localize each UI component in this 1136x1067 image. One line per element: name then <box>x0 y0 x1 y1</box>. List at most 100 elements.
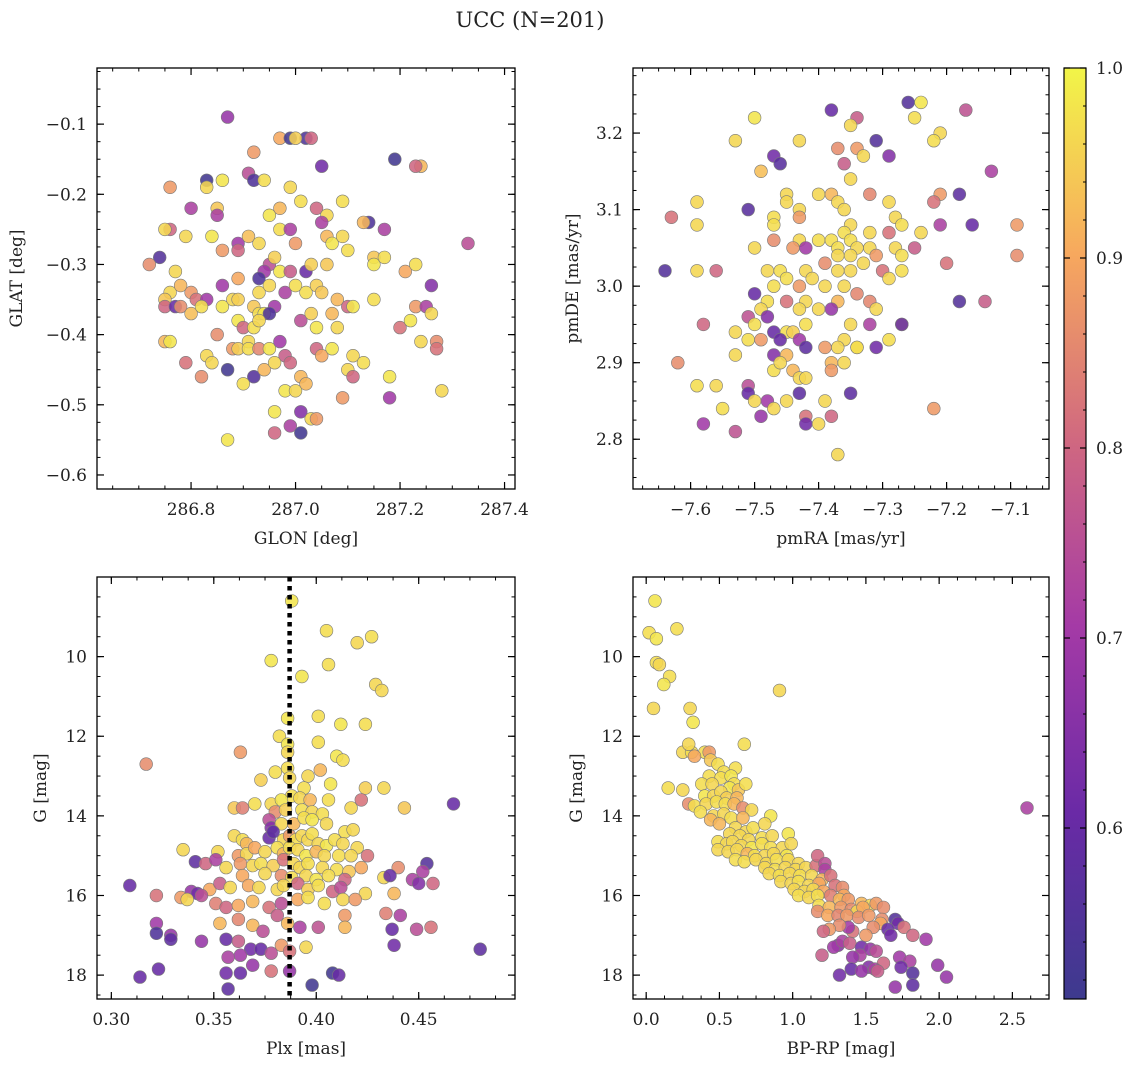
plx-g-point <box>254 773 268 787</box>
pmra-pmde-x-tick-label: −7.1 <box>990 500 1031 520</box>
bprp-g-axes: 0.0 0.5 1.0 1.5 2.0 2.5 10 12 14 16 18 BP-RP [mag] G… <box>567 576 1050 1059</box>
plx-g-point <box>219 966 233 980</box>
plx-g-point <box>149 926 164 940</box>
bprp-g-point <box>737 854 751 869</box>
pmra-pmde-point <box>779 394 794 408</box>
plx-g-point <box>246 894 260 909</box>
colorbar-gradient <box>1063 67 1087 1000</box>
glon-glat-point <box>346 349 360 363</box>
glon-glat-x-axis-label: GLON [deg] <box>254 529 358 549</box>
pmra-pmde-y-axis-label: pmDE [mas/yr] <box>563 213 583 343</box>
glon-glat-x-tick-label: 287.2 <box>376 500 425 520</box>
pmra-pmde-point <box>831 248 845 263</box>
pmra-pmde-point <box>747 394 762 408</box>
glon-glat-point <box>231 243 245 258</box>
pmra-pmde-point <box>837 157 851 171</box>
pmra-pmde-point <box>869 302 883 316</box>
glon-glat-y-tick-label: −0.5 <box>46 396 87 416</box>
plx-g-y-axis-label: G [mag] <box>31 753 51 822</box>
pmra-pmde-point <box>754 333 768 347</box>
plx-g-point <box>311 878 325 893</box>
bprp-g-point <box>739 777 753 791</box>
glon-glat-point <box>241 229 256 244</box>
plx-g-point <box>387 938 401 952</box>
glon-glat-point <box>283 419 297 433</box>
glon-glat-point <box>194 370 209 384</box>
bprp-g-point <box>906 978 920 992</box>
bprp-g-point <box>744 803 759 817</box>
pmra-pmde-x-tick-label: −7.2 <box>926 500 967 520</box>
pmra-pmde-point <box>952 294 967 309</box>
pmra-pmde-point <box>959 103 973 117</box>
bprp-g-y-tick-label: 16 <box>601 886 623 906</box>
plx-g-point <box>424 920 438 934</box>
plx-g-point <box>274 896 289 911</box>
plx-g-point <box>268 765 282 779</box>
panel-pmra-pmde: −7.6 −7.5 −7.4 −7.3 −7.2 −7.1 2.8 2.9 3.0 3.1 3.2 p… <box>563 67 1050 549</box>
glon-glat-point <box>252 285 266 300</box>
glon-glat-point <box>299 377 313 391</box>
colorbar: 0.6 0.7 0.8 0.9 1.0 <box>1063 59 1123 1000</box>
plx-g-point <box>295 669 309 684</box>
glon-glat-point <box>262 278 277 293</box>
plx-g-point <box>264 653 278 668</box>
bprp-g-point <box>897 920 911 934</box>
pmra-pmde-point <box>773 356 787 370</box>
bprp-g-point <box>1020 801 1034 815</box>
plx-g-point <box>338 920 352 934</box>
glon-glat-point <box>356 215 371 230</box>
glon-glat-point <box>388 152 402 166</box>
pmra-pmde-point <box>837 279 851 293</box>
plx-g-point <box>379 906 393 921</box>
bprp-g-point <box>683 701 697 716</box>
glon-glat-y-tick-label: −0.4 <box>46 326 87 346</box>
pmra-pmde-point <box>907 111 922 125</box>
glon-glat-point <box>315 215 329 230</box>
plx-g-point <box>319 623 334 638</box>
pmra-pmde-point <box>1010 248 1024 263</box>
bprp-g-point <box>681 737 696 751</box>
pmra-pmde-point <box>965 218 979 232</box>
pmra-pmde-point <box>811 233 826 247</box>
glon-glat-point <box>377 250 392 265</box>
plx-g-point <box>344 848 358 863</box>
pmra-pmde-point <box>792 302 807 316</box>
pmra-pmde-point <box>792 279 807 293</box>
glon-glat-point <box>309 412 324 426</box>
bprp-g-point <box>894 960 908 974</box>
glon-glat-point <box>304 306 318 321</box>
pmra-pmde-point <box>709 264 723 278</box>
glon-glat-point <box>252 271 266 286</box>
bprp-g-x-tick-label: 1.0 <box>779 1010 806 1030</box>
plx-g-point <box>332 968 346 982</box>
pmra-pmde-point <box>799 241 813 255</box>
pmra-pmde-point <box>824 302 839 316</box>
glon-glat-x-tick-label: 286.8 <box>167 500 216 520</box>
plx-g-point <box>385 922 399 936</box>
plx-g-point <box>299 940 313 954</box>
pmra-pmde-point <box>914 225 928 240</box>
pmra-pmde-point <box>952 187 967 202</box>
pmra-pmde-point <box>850 340 864 355</box>
pmra-pmde-point <box>882 333 896 347</box>
plx-g-point <box>323 777 338 791</box>
bprp-g-point <box>736 811 750 825</box>
glon-glat-point <box>283 222 297 237</box>
colorbar-ticks: 0.6 0.7 0.8 0.9 1.0 <box>1064 59 1123 981</box>
glon-glat-point <box>398 264 412 279</box>
pmra-pmde-point <box>869 248 883 263</box>
pmra-pmde-x-tick-label: −7.6 <box>670 500 711 520</box>
plx-g-point <box>262 900 276 915</box>
plx-g-point <box>264 964 278 978</box>
plx-g-point <box>246 918 260 932</box>
pmra-pmde-point <box>933 218 947 232</box>
pmra-pmde-point <box>984 164 999 179</box>
glon-glat-point <box>179 229 193 244</box>
glon-glat-point <box>257 173 271 188</box>
plx-g-point <box>133 970 147 984</box>
pmra-pmde-points <box>658 95 1024 462</box>
plx-g-x-tick-label: 0.30 <box>92 1010 130 1030</box>
glon-glat-point <box>262 208 277 223</box>
plx-g-point <box>383 868 397 883</box>
pmra-pmde-x-tick-label: −7.3 <box>862 500 903 520</box>
